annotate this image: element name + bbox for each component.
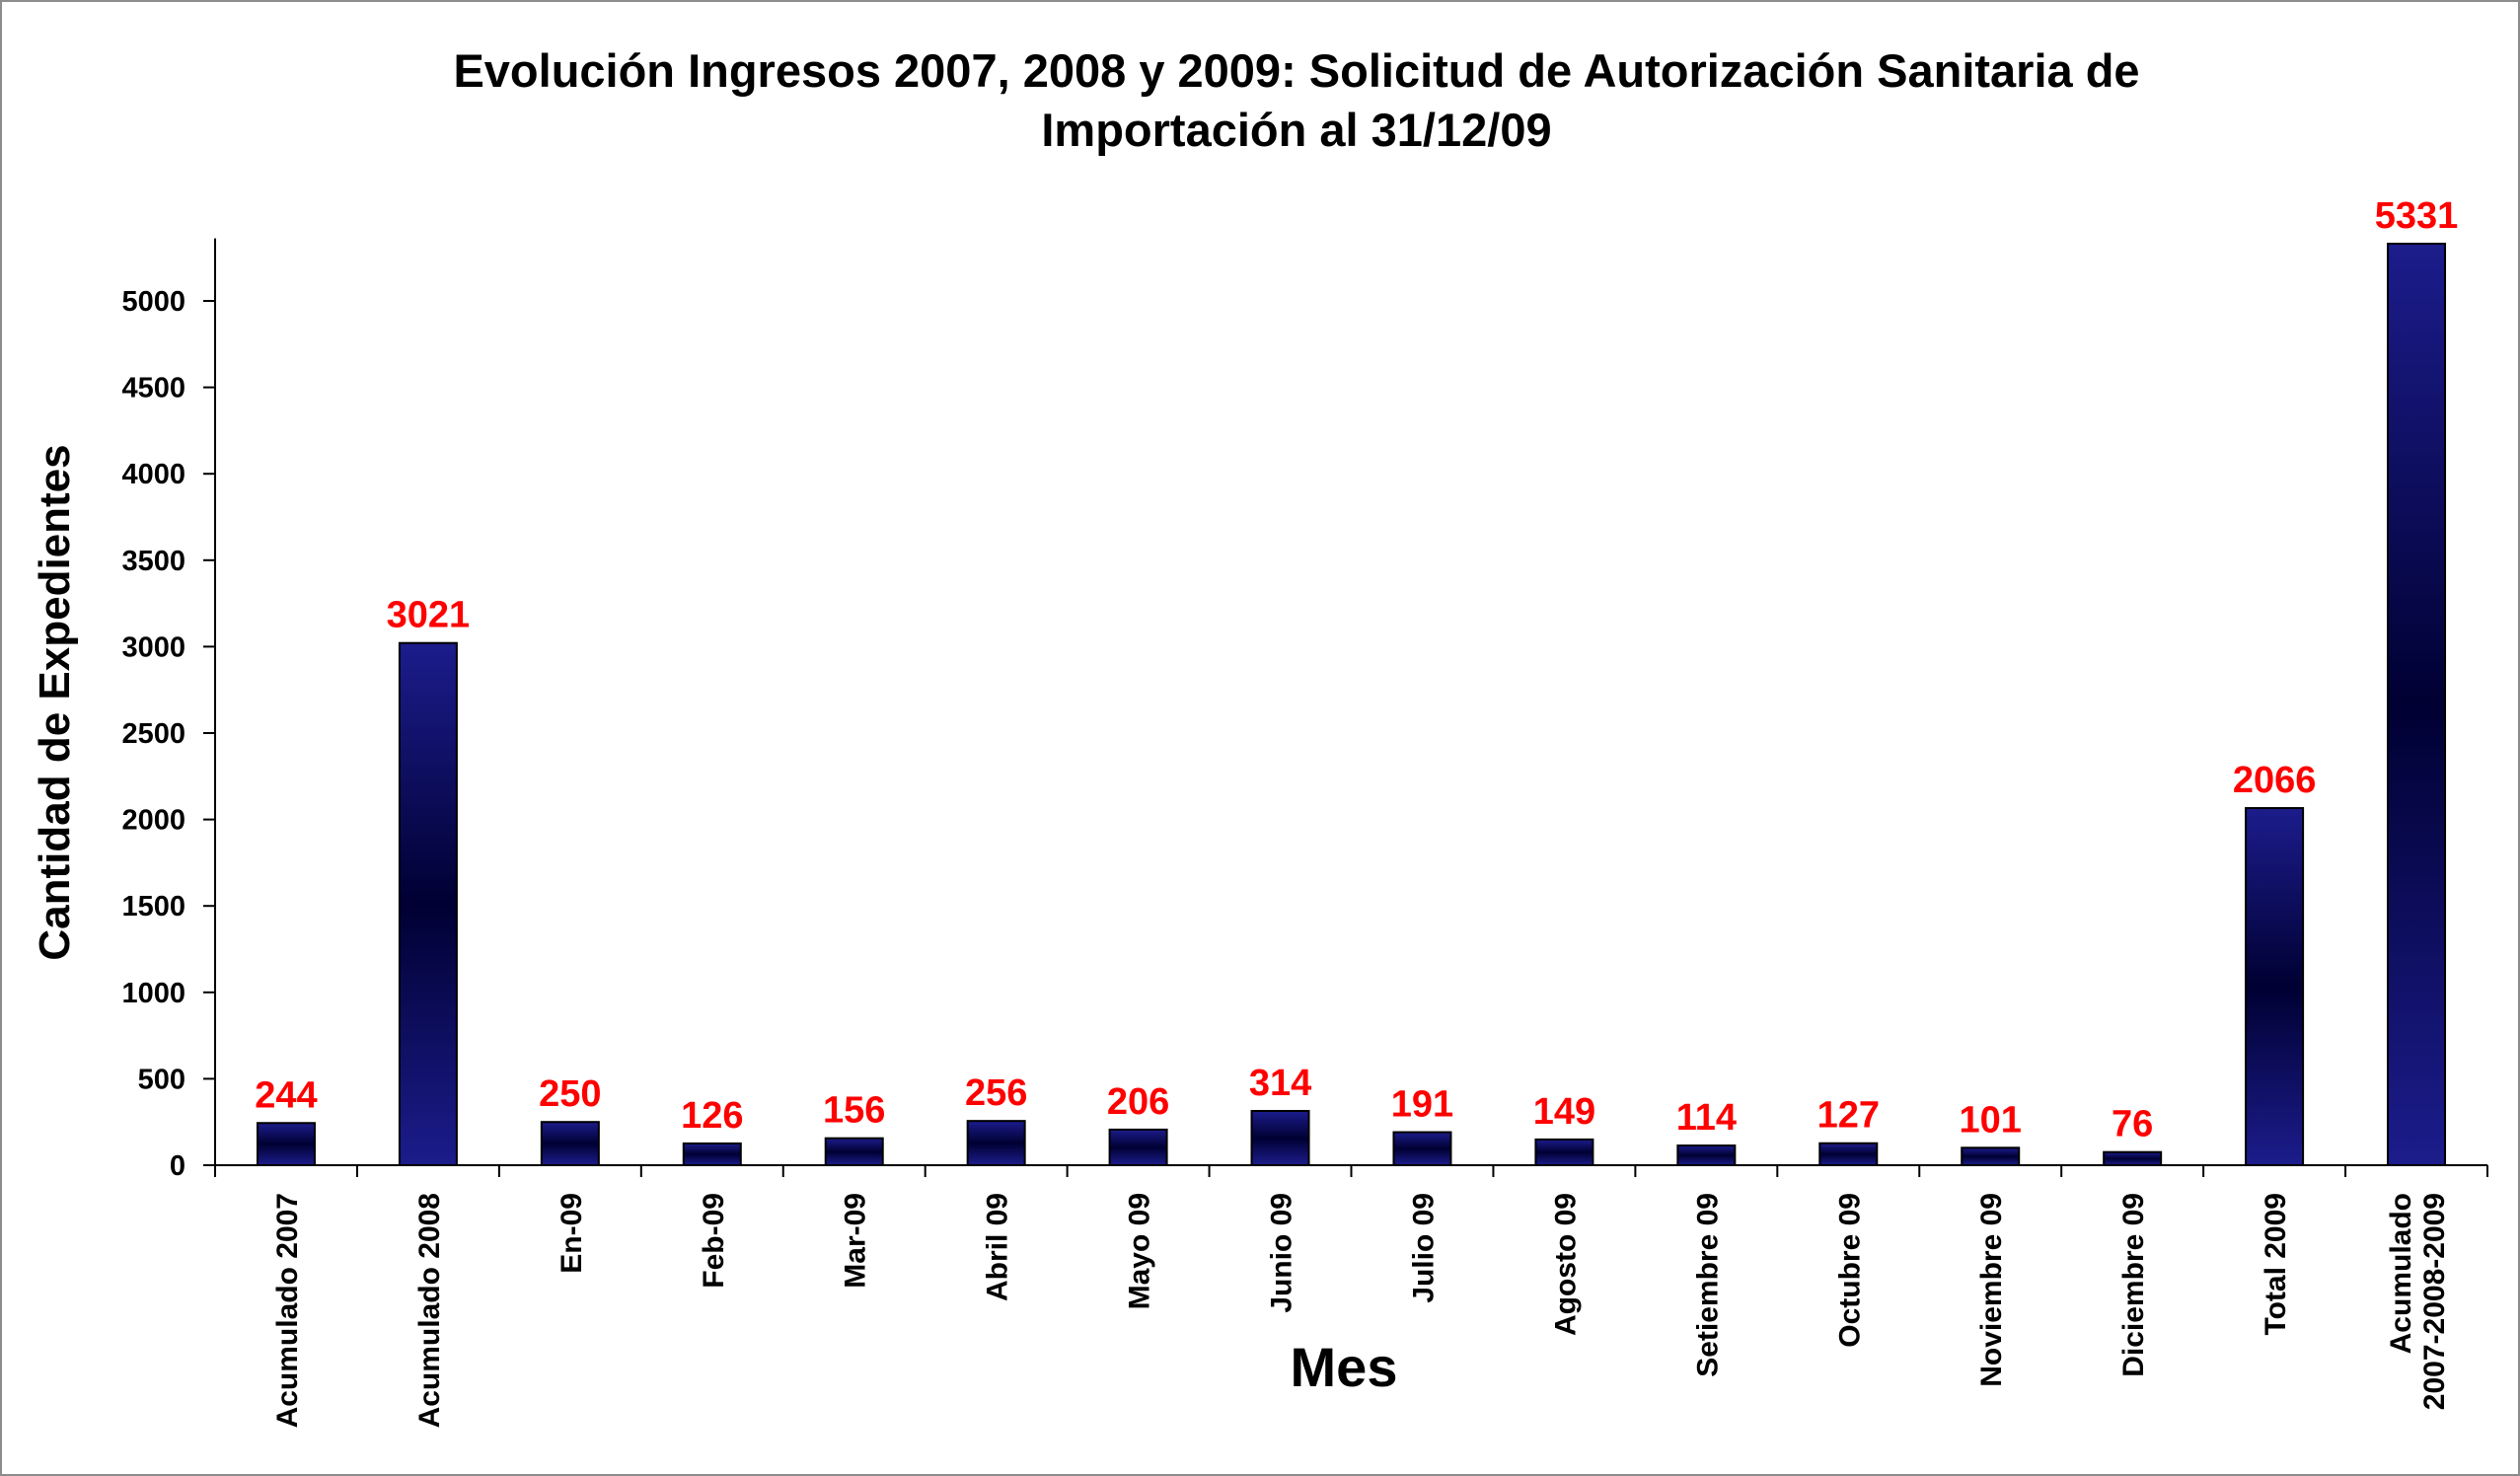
bar [824, 1137, 884, 1167]
x-category-label: Setiembre 09 [1691, 1193, 1724, 1377]
data-label: 2066 [2233, 760, 2317, 801]
y-tick-label: 1500 [121, 891, 185, 922]
data-label: 206 [1107, 1081, 1169, 1123]
data-label: 126 [681, 1095, 743, 1137]
y-tick-label: 500 [138, 1064, 185, 1095]
x-category-label: En-09 [556, 1193, 588, 1274]
data-label: 149 [1533, 1091, 1595, 1133]
x-category-label: Feb-09 [698, 1193, 730, 1289]
y-tick-label: 2500 [121, 718, 185, 750]
x-category-label: Abril 09 [982, 1193, 1014, 1301]
chart-title-line-2: Importación al 31/12/09 [1041, 104, 1551, 156]
bar [398, 641, 458, 1166]
bar [1676, 1144, 1737, 1167]
x-category-label: Acumulado [2385, 1193, 2417, 1354]
y-tick-label: 3500 [121, 546, 185, 577]
data-label: 250 [539, 1073, 601, 1115]
plot-area: 0 500 1000 1500 2000 2500 3000 3500 4000 4500 5000… [121, 195, 2488, 1428]
x-category-label: Noviembre 09 [1975, 1193, 2008, 1387]
data-label: 114 [1676, 1097, 1737, 1139]
bar [1961, 1146, 2021, 1167]
bar [2245, 807, 2305, 1166]
bar [1818, 1142, 1879, 1167]
bar [1250, 1109, 1310, 1166]
x-category-label: Julio 09 [1407, 1193, 1440, 1303]
x-category-label: Agosto 09 [1549, 1193, 1582, 1336]
data-label: 127 [1817, 1095, 1880, 1137]
y-tick-label: 5000 [121, 286, 185, 318]
y-tick-label: 0 [170, 1150, 185, 1182]
data-label: 76 [2112, 1104, 2153, 1145]
data-label: 244 [255, 1074, 317, 1116]
chart-title-line-1: Evolución Ingresos 2007, 2008 y 2009: So… [453, 44, 2139, 97]
data-label: 191 [1391, 1084, 1453, 1126]
data-label: 256 [965, 1072, 1027, 1114]
data-label: 156 [823, 1090, 885, 1132]
x-category-label: 2007-2008-2009 [2418, 1193, 2451, 1410]
x-category-label: Mayo 09 [1124, 1193, 1156, 1309]
data-label: 101 [1960, 1099, 2022, 1141]
y-axis-title: Cantidad de Expedientes [31, 444, 79, 960]
x-axis-title: Mes [1291, 1336, 1398, 1398]
bar [2387, 243, 2447, 1167]
data-label: 3021 [387, 595, 471, 636]
bar [682, 1142, 742, 1167]
x-category-label: Acumulado 2008 [413, 1193, 446, 1428]
x-category-label: Acumulado 2007 [271, 1193, 304, 1428]
y-tick-label: 3000 [121, 631, 185, 663]
x-category-label: Octubre 09 [1833, 1193, 1866, 1348]
bar [540, 1121, 600, 1166]
y-tick-label: 4500 [121, 373, 185, 405]
bar [966, 1120, 1026, 1167]
y-tick-label: 1000 [121, 978, 185, 1009]
y-tick-label: 2000 [121, 805, 185, 837]
bar [1534, 1138, 1594, 1166]
bar [2103, 1150, 2163, 1167]
data-label: 314 [1249, 1063, 1311, 1104]
x-category-label: Total 2009 [2260, 1193, 2292, 1336]
y-tick-label: 4000 [121, 459, 185, 490]
bar [1392, 1131, 1452, 1166]
bar [256, 1122, 316, 1167]
x-category-label: Diciembre 09 [2117, 1193, 2150, 1377]
bar [1108, 1128, 1168, 1167]
x-category-label: Mar-09 [840, 1193, 872, 1289]
x-category-label: Junio 09 [1266, 1193, 1298, 1313]
data-label: 5331 [2375, 195, 2459, 237]
